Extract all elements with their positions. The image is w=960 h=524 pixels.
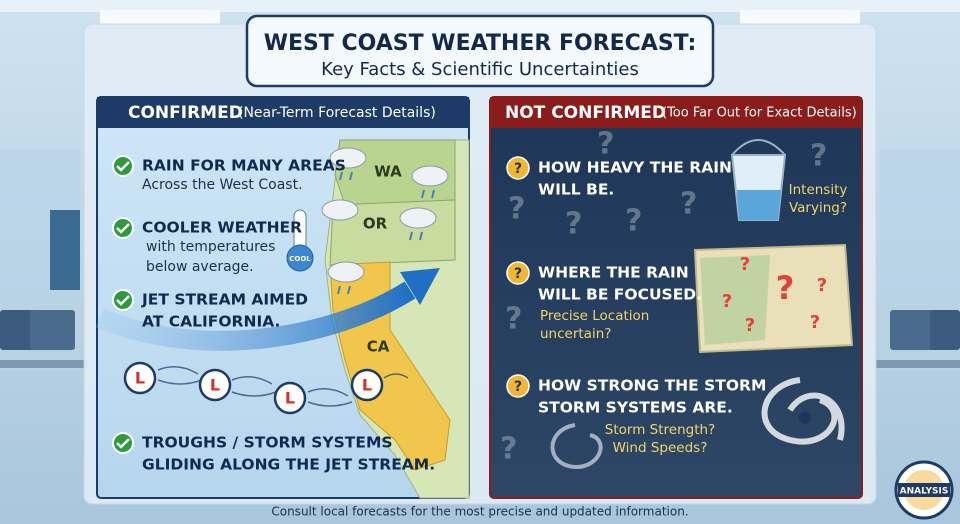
state-label: OR <box>363 215 388 233</box>
low-marker <box>273 381 307 415</box>
confirmed-subheading: (Near-Term Forecast Details) <box>238 105 436 121</box>
low-marker <box>123 361 157 395</box>
state-label: CA <box>367 338 390 356</box>
item-title: WHERE THE RAIN <box>538 264 689 282</box>
badge-ribbon <box>898 483 950 497</box>
item-title: WILL BE FOCUSED. <box>538 286 702 304</box>
low-marker <box>198 368 232 402</box>
item-title: RAIN FOR MANY AREAS <box>142 157 346 175</box>
question-icon <box>506 261 530 285</box>
item-note: Intensity <box>789 182 848 198</box>
item-note: Varying? <box>789 200 847 216</box>
svg-text:?: ? <box>740 254 750 275</box>
bucket-handle <box>731 139 786 156</box>
faint-question: ? <box>500 432 517 467</box>
jet-stream-head <box>400 268 440 305</box>
badge-label: ANALYSIS <box>900 487 949 497</box>
question-icon <box>506 156 530 180</box>
not-confirmed-heading: NOT CONFIRMED <box>505 103 666 123</box>
item-title: TROUGHS / STORM SYSTEMS <box>142 434 393 452</box>
low-label: L <box>362 376 372 395</box>
monitor <box>30 310 75 350</box>
ceiling <box>0 0 960 12</box>
check-icon <box>112 289 134 311</box>
faint-question: ? <box>625 204 642 239</box>
item-note: uncertain? <box>540 326 611 342</box>
ceiling-light <box>740 10 860 24</box>
low-label: L <box>285 389 295 408</box>
faint-question: ? <box>597 127 614 162</box>
low-label: L <box>135 369 145 388</box>
monitor <box>890 310 935 350</box>
faint-question: ? <box>810 139 827 174</box>
state-label: WA <box>374 163 402 181</box>
title: WEST COAST WEATHER FORECAST: <box>264 31 697 56</box>
subtitle: Key Facts & Scientific Uncertainties <box>321 59 639 80</box>
item-detail: below average. <box>146 259 254 275</box>
not-confirmed-subheading: (Too Far Out for Exact Details) <box>662 106 857 121</box>
hurricane <box>550 423 603 470</box>
question-marks: ? ? ? ? ? ? ? ? <box>500 127 827 467</box>
check-icon <box>112 432 134 454</box>
item-detail: Across the West Coast. <box>142 177 303 193</box>
faint-question: ? <box>508 192 525 227</box>
rain-clouds <box>321 147 449 283</box>
low-label: L <box>210 376 220 395</box>
svg-text:?: ? <box>776 269 795 307</box>
svg-text:?: ? <box>745 315 755 336</box>
check-icon <box>112 155 134 177</box>
check-mark <box>116 295 130 306</box>
question-icon <box>506 374 530 398</box>
item-title: WILL BE. <box>538 181 614 199</box>
monitor <box>930 310 960 350</box>
item-detail: with temperatures <box>146 239 275 255</box>
item-title: AT CALIFORNIA. <box>142 313 280 331</box>
svg-text:?: ? <box>722 291 732 312</box>
jet-stream <box>96 281 416 351</box>
item-title: HOW HEAVY THE RAIN <box>538 159 732 177</box>
footer: Consult local forecasts for the most pre… <box>271 505 688 519</box>
item-title: GLIDING ALONG THE JET STREAM. <box>142 456 435 474</box>
thermometer-label: COOL <box>289 255 311 263</box>
item-note: Wind Speeds? <box>613 440 708 456</box>
wall-screen <box>50 210 80 290</box>
check-mark <box>116 161 130 172</box>
check-icon <box>112 217 134 239</box>
faint-question: ? <box>680 187 697 222</box>
question-glyph: ? <box>514 379 522 395</box>
low-marker <box>350 368 384 402</box>
check-mark <box>116 438 130 449</box>
desk <box>876 360 960 368</box>
item-title: COOLER WEATHER <box>142 219 302 237</box>
svg-text:?: ? <box>810 312 820 333</box>
desk <box>0 360 85 368</box>
item-title: STORM SYSTEMS ARE. <box>538 399 733 417</box>
bucket-water <box>737 190 781 220</box>
not-confirmed-header <box>490 97 862 128</box>
item-note: Storm Strength? <box>605 422 715 438</box>
question-glyph: ? <box>514 161 522 177</box>
map-question-marks: ? ? ? ? ? ? <box>722 254 827 336</box>
region-map-land <box>700 255 770 345</box>
hurricane <box>761 377 845 445</box>
svg-text:?: ? <box>817 275 827 296</box>
item-title: JET STREAM AIMED <box>141 291 308 309</box>
confirmed-header <box>97 97 469 128</box>
faint-question: ? <box>505 302 522 337</box>
hurricane-eye <box>799 412 811 424</box>
rain-drops <box>337 171 435 295</box>
item-note: Precise Location <box>540 308 649 324</box>
check-mark <box>116 223 130 234</box>
thermometer-bulb <box>286 244 314 272</box>
question-glyph: ? <box>514 266 522 282</box>
title-box <box>245 14 715 88</box>
ceiling-light <box>100 10 220 24</box>
faint-question: ? <box>565 207 582 242</box>
wind-streaks <box>157 366 409 407</box>
confirmed-heading: CONFIRMED <box>128 103 243 123</box>
item-title: HOW STRONG THE STORM <box>538 377 766 395</box>
